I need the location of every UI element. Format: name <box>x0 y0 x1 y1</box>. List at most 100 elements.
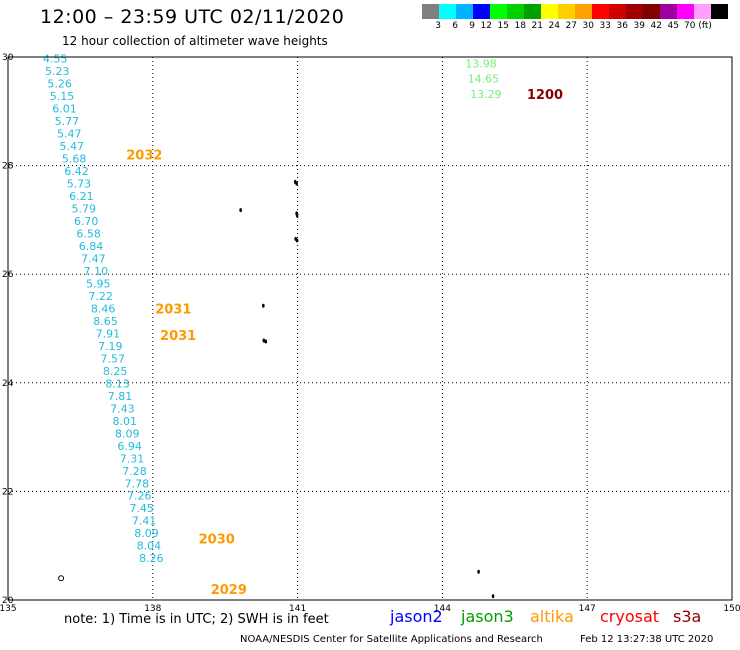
satellite-legend-cryosat: cryosat <box>600 607 660 626</box>
time-tag-label: 2029 <box>211 583 247 598</box>
colorbar-swatch <box>422 4 439 19</box>
colorbar-swatch <box>677 4 694 19</box>
swh-label: 6.58 <box>76 227 101 240</box>
colorbar-swatch <box>507 4 524 19</box>
swh-label: 5.23 <box>45 65 70 78</box>
swh-label: 5.47 <box>57 128 82 141</box>
colorbar-swatch <box>592 4 609 19</box>
footer-credit: NOAA/NESDIS Center for Satellite Applica… <box>240 634 543 645</box>
swh-label: 6.84 <box>79 240 104 253</box>
swh-label: 5.68 <box>62 153 87 166</box>
colorbar-label: 6 <box>452 21 458 31</box>
swh-label: 8.13 <box>105 377 130 390</box>
swh-label: 6.70 <box>74 215 99 228</box>
open-circle-mark <box>58 575 65 582</box>
colorbar-swatch <box>711 4 728 19</box>
swh-label: 7.10 <box>84 265 109 278</box>
swh-label: 5.77 <box>55 115 80 128</box>
swh-label: 8.26 <box>139 552 164 565</box>
swh-label: 7.41 <box>132 515 157 528</box>
lat-tick-label: 20 <box>2 596 14 606</box>
colorbar-label: 30 <box>582 21 594 31</box>
colorbar-label: 15 <box>497 21 509 31</box>
lon-tick-label: 147 <box>579 604 596 614</box>
swh-label: 7.81 <box>108 390 133 403</box>
swh-label: 7.26 <box>127 490 152 503</box>
colorbar-swatch <box>609 4 626 19</box>
colorbar-swatch <box>575 4 592 19</box>
swh-label: 8.65 <box>93 315 118 328</box>
island-mark <box>239 208 242 213</box>
swh-label: 7.19 <box>98 340 123 353</box>
colorbar-swatch <box>490 4 507 19</box>
swh-label: 7.43 <box>110 402 135 415</box>
time-tag-label: 1200 <box>527 88 563 103</box>
swh-label: 6.94 <box>117 440 142 453</box>
colorbar-swatch <box>473 4 490 19</box>
colorbar-swatch <box>524 4 541 19</box>
swh-label: 6.42 <box>64 165 89 178</box>
colorbar-swatch <box>558 4 575 19</box>
swh-label: 8.09 <box>115 427 140 440</box>
island-mark <box>295 213 299 218</box>
colorbar-swatch <box>541 4 558 19</box>
satellite-legend-jason3: jason3 <box>461 607 514 626</box>
colorbar-label: 33 <box>599 21 611 31</box>
lon-tick-label: 135 <box>0 604 17 614</box>
colorbar-label: 36 <box>616 21 628 31</box>
colorbar-labels: 3 6 9 12 15 18 21 24 27 30 33 36 39 42 45 70 (ft) <box>422 21 728 31</box>
swh-label: 7.57 <box>100 352 125 365</box>
colorbar-label: 39 <box>633 21 645 31</box>
swh-label: 7.45 <box>129 502 154 515</box>
lon-tick-label: 144 <box>434 604 451 614</box>
island-mark <box>262 303 265 308</box>
colorbar-label: 42 <box>650 21 662 31</box>
swh-colorbar: 3 6 9 12 15 18 21 24 27 30 33 36 39 42 45 70 (ft) <box>422 4 728 31</box>
time-tag-label: 2030 <box>199 533 235 548</box>
colorbar-label: 45 <box>667 21 679 31</box>
swh-label: 8.25 <box>103 365 128 378</box>
swh-label: 4.55 <box>43 53 68 66</box>
island-mark <box>491 594 495 599</box>
swh-label: 5.79 <box>72 202 97 215</box>
swh-label: 5.47 <box>59 140 84 153</box>
map-border <box>7 56 733 601</box>
lon-tick-label: 141 <box>289 604 306 614</box>
colorbar-swatch <box>456 4 473 19</box>
swh-label: 8.09 <box>134 527 159 540</box>
colorbar-label: 70 (ft) <box>684 21 712 31</box>
swh-label: 5.95 <box>86 277 111 290</box>
lon-tick-label: 138 <box>144 604 161 614</box>
map-subtitle: 12 hour collection of altimeter wave hei… <box>62 34 328 48</box>
footer-timestamp: Feb 12 13:27:38 UTC 2020 <box>580 634 714 645</box>
swh-label: 8.01 <box>113 415 138 428</box>
island-mark <box>264 339 268 344</box>
colorbar-label: 12 <box>480 21 492 31</box>
swh-label: 5.73 <box>67 178 92 191</box>
colorbar-swatches <box>422 4 728 19</box>
time-tag-label: 2031 <box>160 329 196 344</box>
colorbar-label: 3 <box>435 21 441 31</box>
colorbar-label: 9 <box>469 21 475 31</box>
swh-label: 13.98 <box>465 58 497 71</box>
island-mark <box>295 181 298 186</box>
swh-label: 5.15 <box>50 90 75 103</box>
swh-label: 6.01 <box>52 103 77 116</box>
colorbar-label: 21 <box>531 21 543 31</box>
swh-label: 7.78 <box>125 477 150 490</box>
swh-label: 13.29 <box>470 88 502 101</box>
colorbar-label: 18 <box>514 21 526 31</box>
time-tag-label: 2032 <box>126 149 162 164</box>
lon-tick-label: 150 <box>723 604 740 614</box>
swh-label: 7.31 <box>120 452 145 465</box>
swh-label: 6.21 <box>69 190 94 203</box>
satellite-legend-altika: altika <box>530 607 574 626</box>
swh-label: 14.65 <box>468 73 500 86</box>
map-title: 12:00 – 23:59 UTC 02/11/2020 <box>40 6 345 28</box>
swh-label: 5.26 <box>47 78 72 91</box>
colorbar-swatch <box>694 4 711 19</box>
colorbar-swatch <box>439 4 456 19</box>
colorbar-label: 27 <box>565 21 577 31</box>
colorbar-swatch <box>660 4 677 19</box>
